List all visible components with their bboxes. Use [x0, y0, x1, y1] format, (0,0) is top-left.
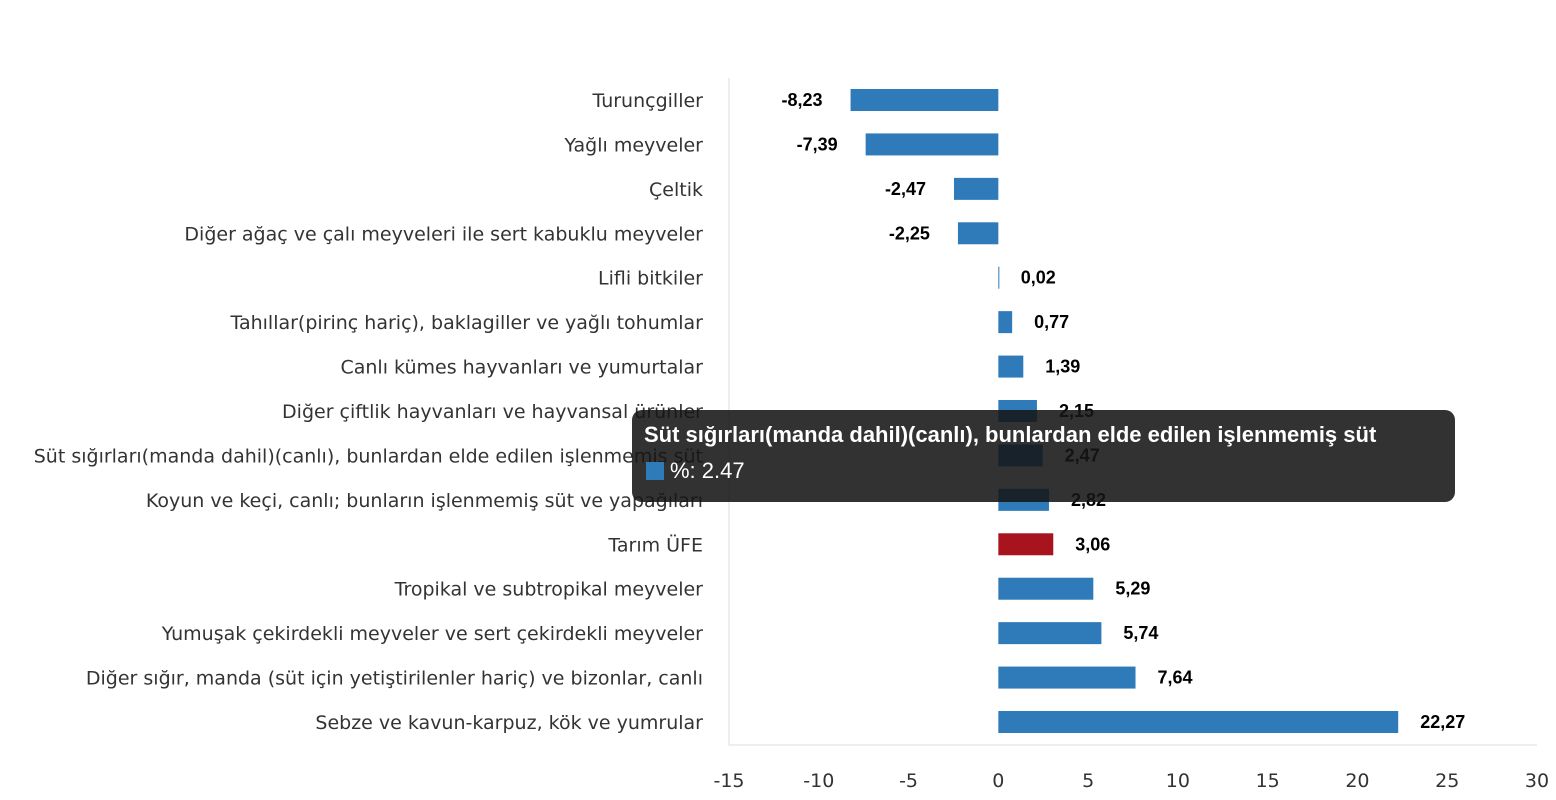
category-label: Canlı kümes hayvanları ve yumurtalar — [340, 357, 703, 379]
x-tick-label: 25 — [1435, 770, 1459, 792]
data-label: 1,39 — [1045, 357, 1080, 377]
x-tick-label: -5 — [899, 770, 918, 792]
bar — [957, 222, 999, 245]
category-label: Yağlı meyveler — [564, 134, 704, 156]
data-label: 5,29 — [1115, 579, 1150, 599]
bar — [998, 711, 1399, 733]
category-label: Tarım ÜFE — [607, 533, 703, 556]
category-label: Süt sığırları(manda dahil)(canlı), bunla… — [34, 445, 703, 467]
x-tick-label: -15 — [713, 770, 744, 792]
x-tick-label: 30 — [1525, 770, 1549, 792]
data-label: 5,74 — [1123, 623, 1158, 643]
category-label: Çeltik — [649, 179, 703, 201]
data-label: 0,77 — [1034, 312, 1069, 332]
data-label: -2,47 — [885, 179, 926, 199]
category-label: Yumuşak çekirdekli meyveler ve sert çeki… — [161, 623, 703, 645]
category-label: Lifli bitkiler — [598, 268, 703, 290]
category-label: Tropikal ve subtropikal meyveler — [394, 579, 704, 601]
category-label: Tahıllar(pirinç hariç), baklagiller ve y… — [229, 312, 703, 334]
bar — [953, 177, 999, 200]
x-tick-label: 15 — [1256, 770, 1280, 792]
bar — [998, 666, 1136, 689]
data-label: 0,02 — [1021, 268, 1056, 288]
tooltip-title: Süt sığırları(manda dahil)(canlı), bunla… — [644, 422, 1377, 447]
bar — [998, 622, 1102, 645]
category-label: Diğer ağaç ve çalı meyveleri ile sert ka… — [184, 223, 703, 245]
bar — [998, 266, 1000, 289]
data-label: -2,25 — [889, 223, 930, 243]
bar — [850, 89, 999, 111]
bar — [998, 577, 1094, 600]
x-tick-label: -10 — [803, 770, 834, 792]
category-label: Diğer çiftlik hayvanları ve hayvansal ür… — [282, 401, 703, 423]
category-label: Turunçgiller — [591, 90, 703, 112]
tooltip-swatch — [646, 462, 664, 480]
data-label: 3,06 — [1075, 534, 1110, 554]
data-label: -7,39 — [797, 134, 838, 154]
category-label: Koyun ve keçi, canlı; bunların işlenmemi… — [146, 490, 703, 512]
data-label: 22,27 — [1420, 712, 1465, 732]
bar — [865, 133, 999, 156]
tooltip: Süt sığırları(manda dahil)(canlı), bunla… — [632, 410, 1455, 502]
x-tick-label: 20 — [1345, 770, 1369, 792]
data-label: 7,64 — [1158, 668, 1193, 688]
tooltip-value: %: 2.47 — [670, 458, 745, 483]
category-label: Diğer sığır, manda (süt için yetiştirile… — [86, 668, 703, 690]
data-label: -8,23 — [782, 90, 823, 110]
x-tick-label: 5 — [1082, 770, 1094, 792]
bar — [998, 533, 1054, 556]
category-label: Sebze ve kavun-karpuz, kök ve yumrular — [315, 712, 703, 734]
tooltip-row: %: 2.47 — [644, 458, 1443, 484]
x-tick-label: 0 — [992, 770, 1004, 792]
bar — [998, 355, 1024, 378]
x-tick-label: 10 — [1166, 770, 1190, 792]
bar — [998, 311, 1013, 334]
